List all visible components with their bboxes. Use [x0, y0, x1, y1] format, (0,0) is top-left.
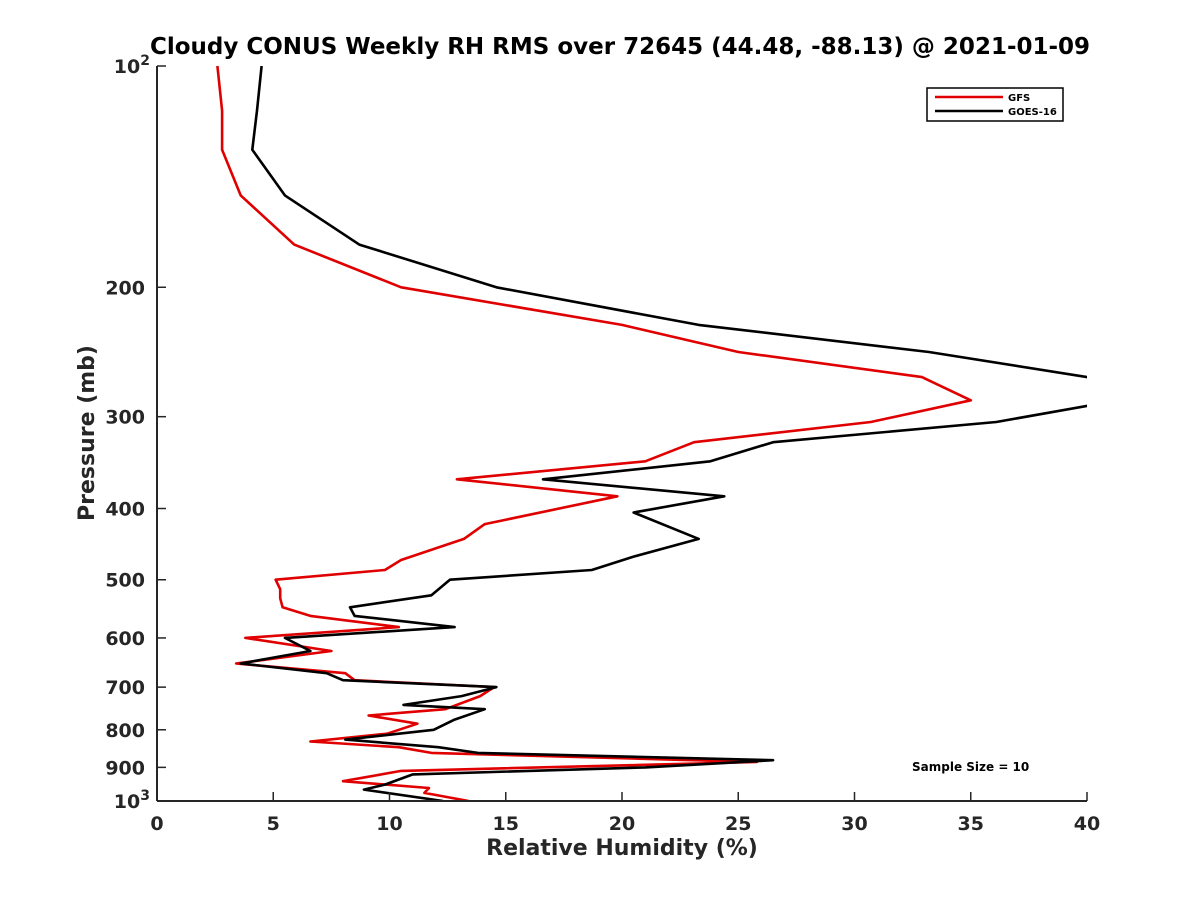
y-tick-label: 900	[105, 757, 145, 779]
x-tick-label: 15	[493, 813, 519, 835]
y-tick-label: 600	[105, 628, 145, 650]
x-tick-label: 40	[1074, 813, 1100, 835]
y-axis-title: Pressure (mb)	[75, 345, 100, 521]
y-tick-label: 700	[105, 677, 145, 699]
x-tick-label: 35	[958, 813, 984, 835]
x-tick-label: 20	[609, 813, 635, 835]
x-tick-label: 0	[150, 813, 163, 835]
legend-label-gfs: GFS	[1008, 93, 1030, 104]
x-tick-label: 25	[725, 813, 751, 835]
y-tick-label: 103	[114, 788, 150, 813]
chart-title: Cloudy CONUS Weekly RH RMS over 72645 (4…	[150, 34, 1090, 60]
legend: GFS GOES-16	[926, 87, 1064, 122]
y-tick-label: 500	[105, 570, 145, 592]
sample-size-annotation: Sample Size = 10	[912, 760, 1029, 774]
x-tick-label: 10	[376, 813, 402, 835]
y-tick-label: 200	[105, 277, 145, 299]
series-line-goes-16	[239, 66, 1087, 801]
y-tick-label: 300	[105, 407, 145, 429]
y-tick-label: 102	[114, 53, 150, 78]
x-axis-title: Relative Humidity (%)	[486, 836, 758, 861]
y-tick-label: 400	[105, 499, 145, 521]
series-line-gfs	[216, 66, 973, 801]
x-tick-label: 30	[841, 813, 867, 835]
x-tick-label: 5	[267, 813, 280, 835]
legend-box	[926, 87, 1064, 122]
legend-label-goes-16: GOES-16	[1008, 107, 1057, 118]
y-tick-label: 800	[105, 720, 145, 742]
